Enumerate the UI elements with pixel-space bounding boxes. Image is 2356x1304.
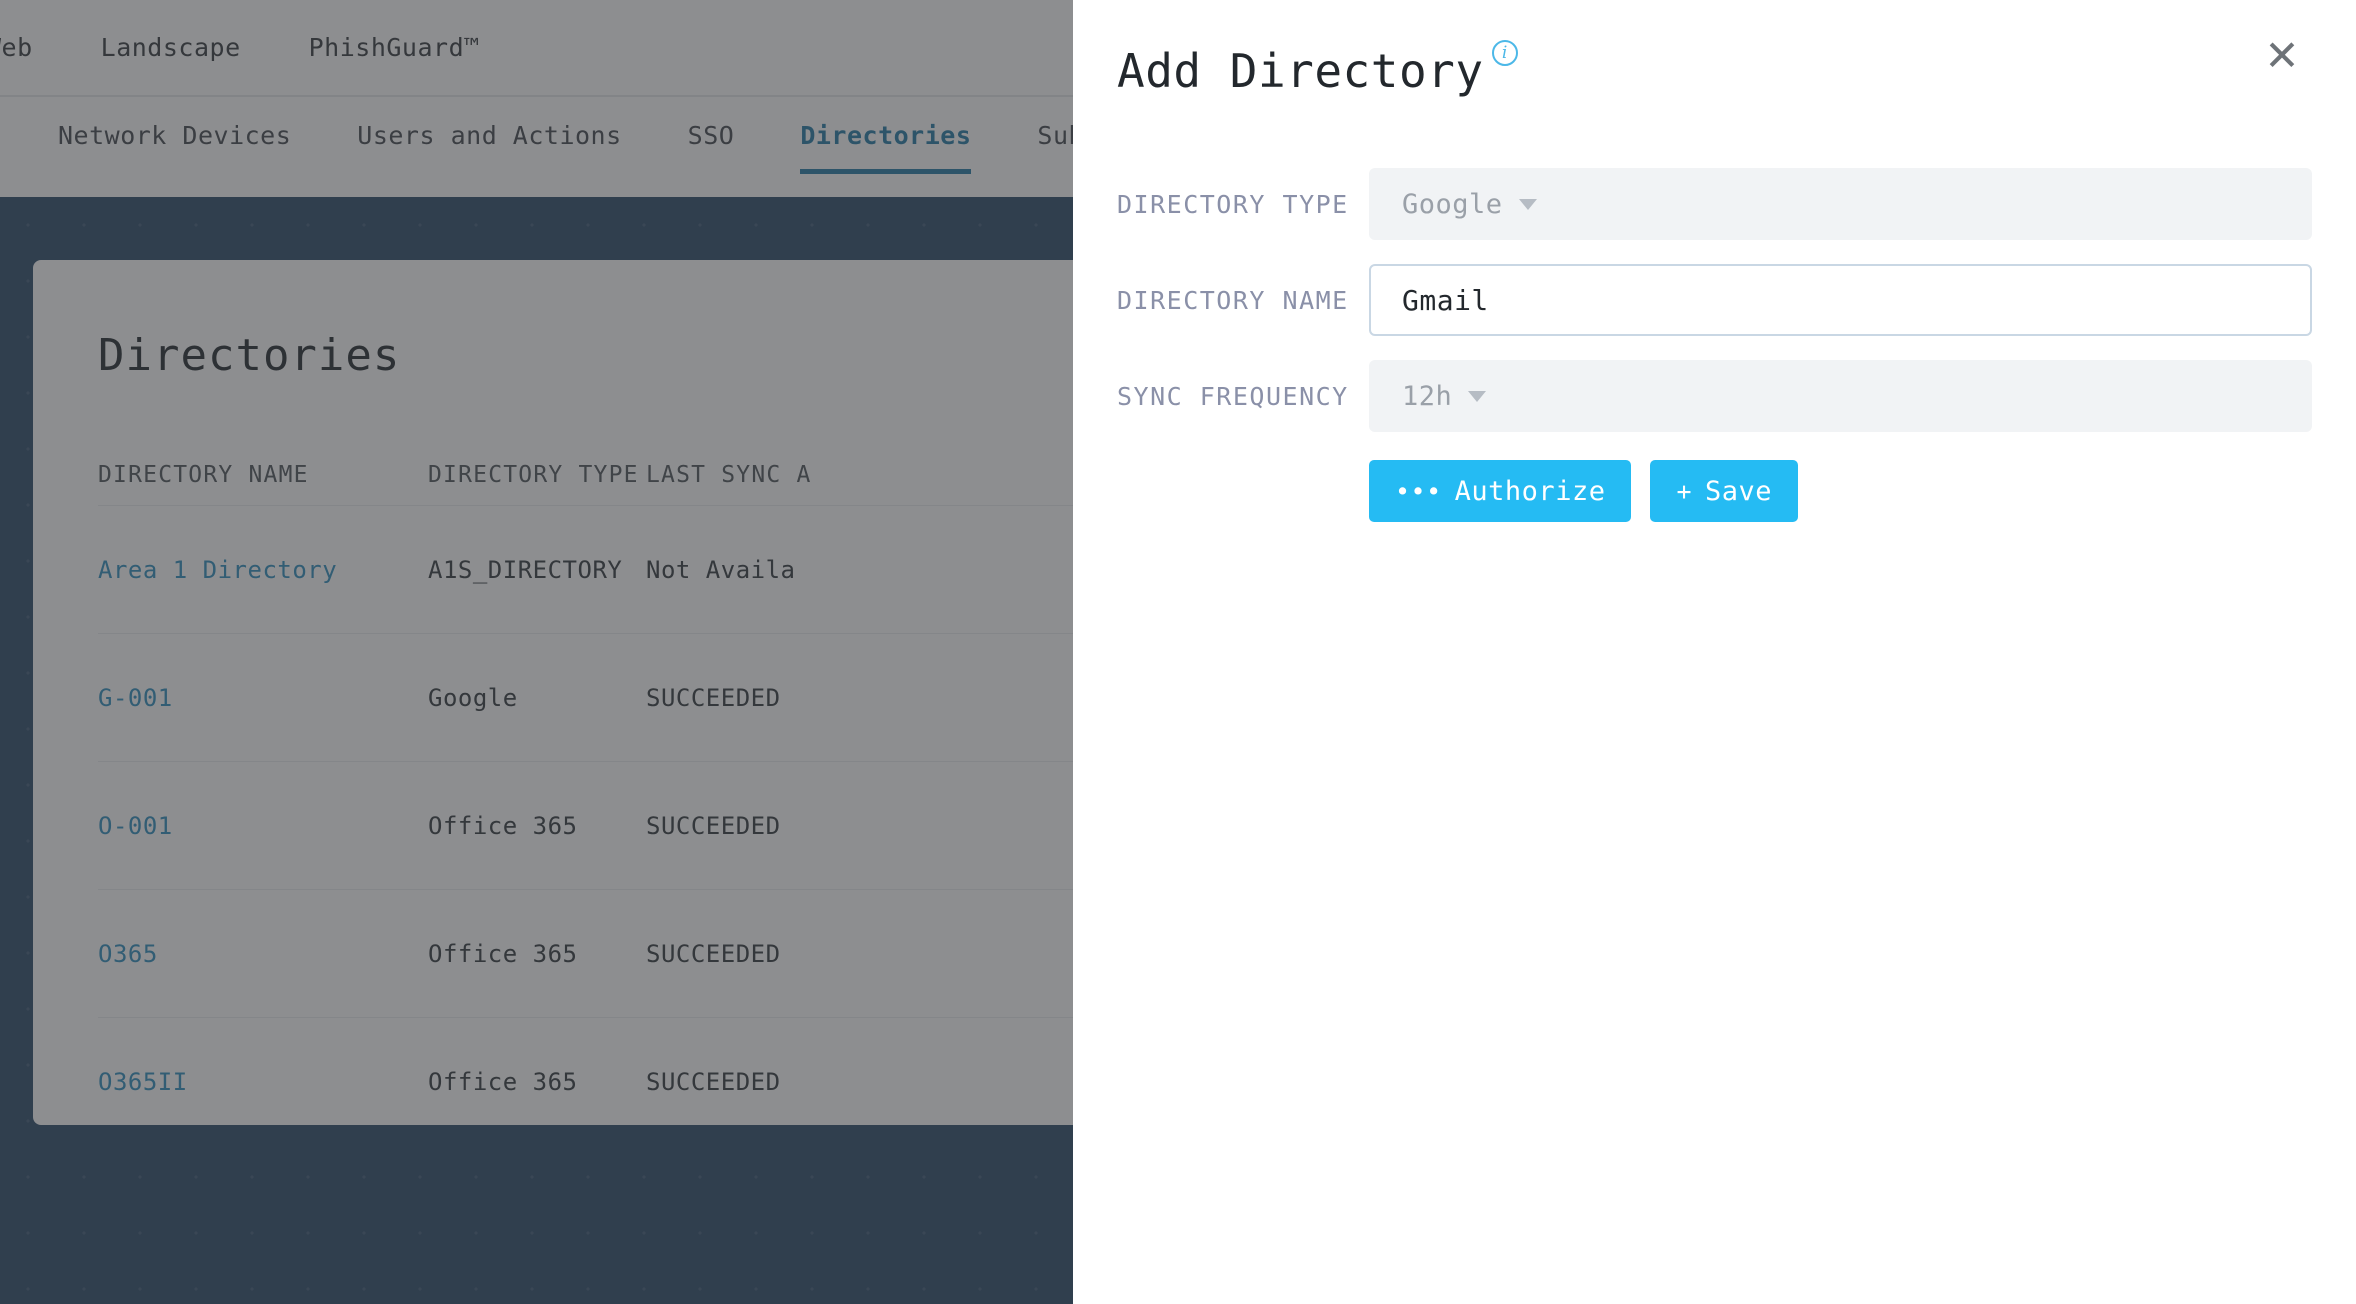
drawer-title: Add Directory (1117, 44, 1484, 98)
field-directory-type: DIRECTORY TYPE Google (1117, 168, 2312, 240)
sync-frequency-control: 12h (1369, 360, 2312, 432)
sync-frequency-select[interactable]: 12h (1369, 360, 2312, 432)
label-directory-name: DIRECTORY NAME (1117, 285, 1349, 315)
info-icon[interactable]: i (1491, 40, 1518, 66)
add-directory-form: DIRECTORY TYPE Google DIRECTORY NAME SYN… (1117, 168, 2312, 522)
field-sync-frequency: SYNC FREQUENCY 12h (1117, 360, 2312, 432)
directory-type-select[interactable]: Google (1369, 168, 2312, 240)
directory-name-control (1369, 264, 2312, 336)
directory-type-value: Google (1402, 188, 1503, 220)
close-icon[interactable]: ✕ (2264, 32, 2300, 79)
chevron-down-icon (1518, 198, 1537, 210)
plus-icon: + (1676, 476, 1693, 506)
save-button-label: Save (1705, 475, 1773, 507)
authorize-button[interactable]: ••• Authorize (1369, 460, 1632, 522)
field-directory-name: DIRECTORY NAME (1117, 264, 2312, 336)
authorize-button-label: Authorize (1454, 475, 1606, 507)
save-button[interactable]: + Save (1650, 460, 1799, 522)
add-directory-drawer: Add Directory i ✕ DIRECTORY TYPE Google … (1073, 0, 2356, 1304)
chevron-down-icon (1468, 390, 1487, 402)
form-actions: ••• Authorize + Save (1369, 460, 2312, 522)
drawer-header: Add Directory i (1117, 40, 1518, 98)
directory-type-control: Google (1369, 168, 2312, 240)
label-directory-type: DIRECTORY TYPE (1117, 189, 1349, 219)
label-sync-frequency: SYNC FREQUENCY (1117, 381, 1349, 411)
modal-overlay[interactable] (0, 0, 1073, 1304)
sync-frequency-value: 12h (1402, 380, 1453, 412)
directory-name-input[interactable] (1369, 264, 2312, 336)
ellipsis-icon: ••• (1395, 476, 1442, 506)
